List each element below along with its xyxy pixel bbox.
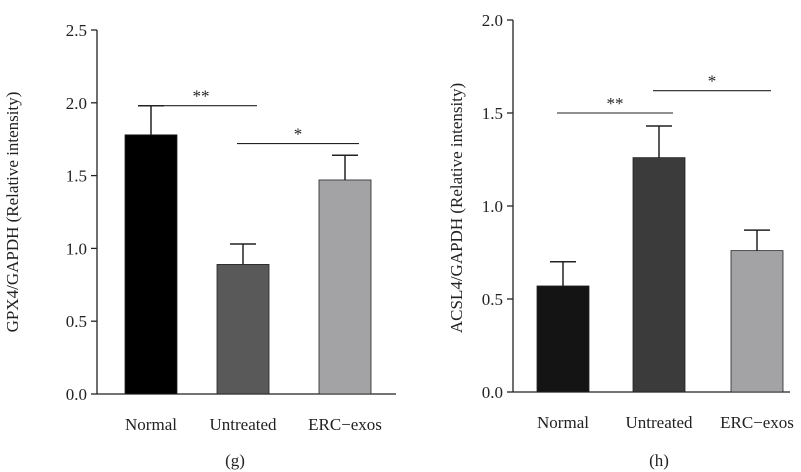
- significance-label-g-1: *: [294, 125, 303, 144]
- y-tick-label-g: 2.5: [66, 21, 87, 40]
- y-tick-label-h: 0.5: [482, 290, 503, 309]
- panel-g: GPX4/GAPDH (Relative intensity) (g) 0.0 0…: [3, 21, 396, 470]
- bar-h-0: [536, 285, 590, 393]
- y-tick-label-g: 0.0: [66, 385, 87, 404]
- bar-g-2: [318, 179, 372, 395]
- panel-label-h: (h): [649, 451, 669, 470]
- significance-label-h-0: **: [607, 94, 624, 113]
- y-axis-title-h: ACSL4/GAPDH (Relative intensity): [447, 83, 466, 333]
- bar-h-1: [632, 157, 686, 393]
- category-label-h-1: Untreated: [625, 413, 693, 432]
- category-label-g-2: ERC−exos: [308, 415, 382, 434]
- y-tick-label-g: 0.5: [66, 312, 87, 331]
- bar-g-0: [124, 134, 178, 395]
- y-tick-label-g: 1.0: [66, 239, 87, 258]
- y-tick-label-h: 1.5: [482, 104, 503, 123]
- significance-label-h-1: *: [708, 72, 717, 91]
- y-tick-label-g: 1.5: [66, 167, 87, 186]
- y-tick-label-h: 0.0: [482, 383, 503, 402]
- category-label-g-0: Normal: [125, 415, 177, 434]
- category-label-h-2: ERC−exos: [720, 413, 794, 432]
- y-tick-label-h: 2.0: [482, 11, 503, 30]
- category-label-g-1: Untreated: [209, 415, 277, 434]
- panel-h: ACSL4/GAPDH (Relative intensity) (h) 0.0…: [447, 11, 794, 470]
- category-label-h-0: Normal: [537, 413, 589, 432]
- y-axis-title-g: GPX4/GAPDH (Relative intensity): [3, 92, 22, 333]
- significance-label-g-0: **: [193, 87, 210, 106]
- y-tick-label-g: 2.0: [66, 94, 87, 113]
- bar-g-1: [216, 264, 270, 395]
- y-tick-label-h: 1.0: [482, 197, 503, 216]
- bar-h-2: [730, 250, 784, 393]
- panel-label-g: (g): [225, 451, 245, 470]
